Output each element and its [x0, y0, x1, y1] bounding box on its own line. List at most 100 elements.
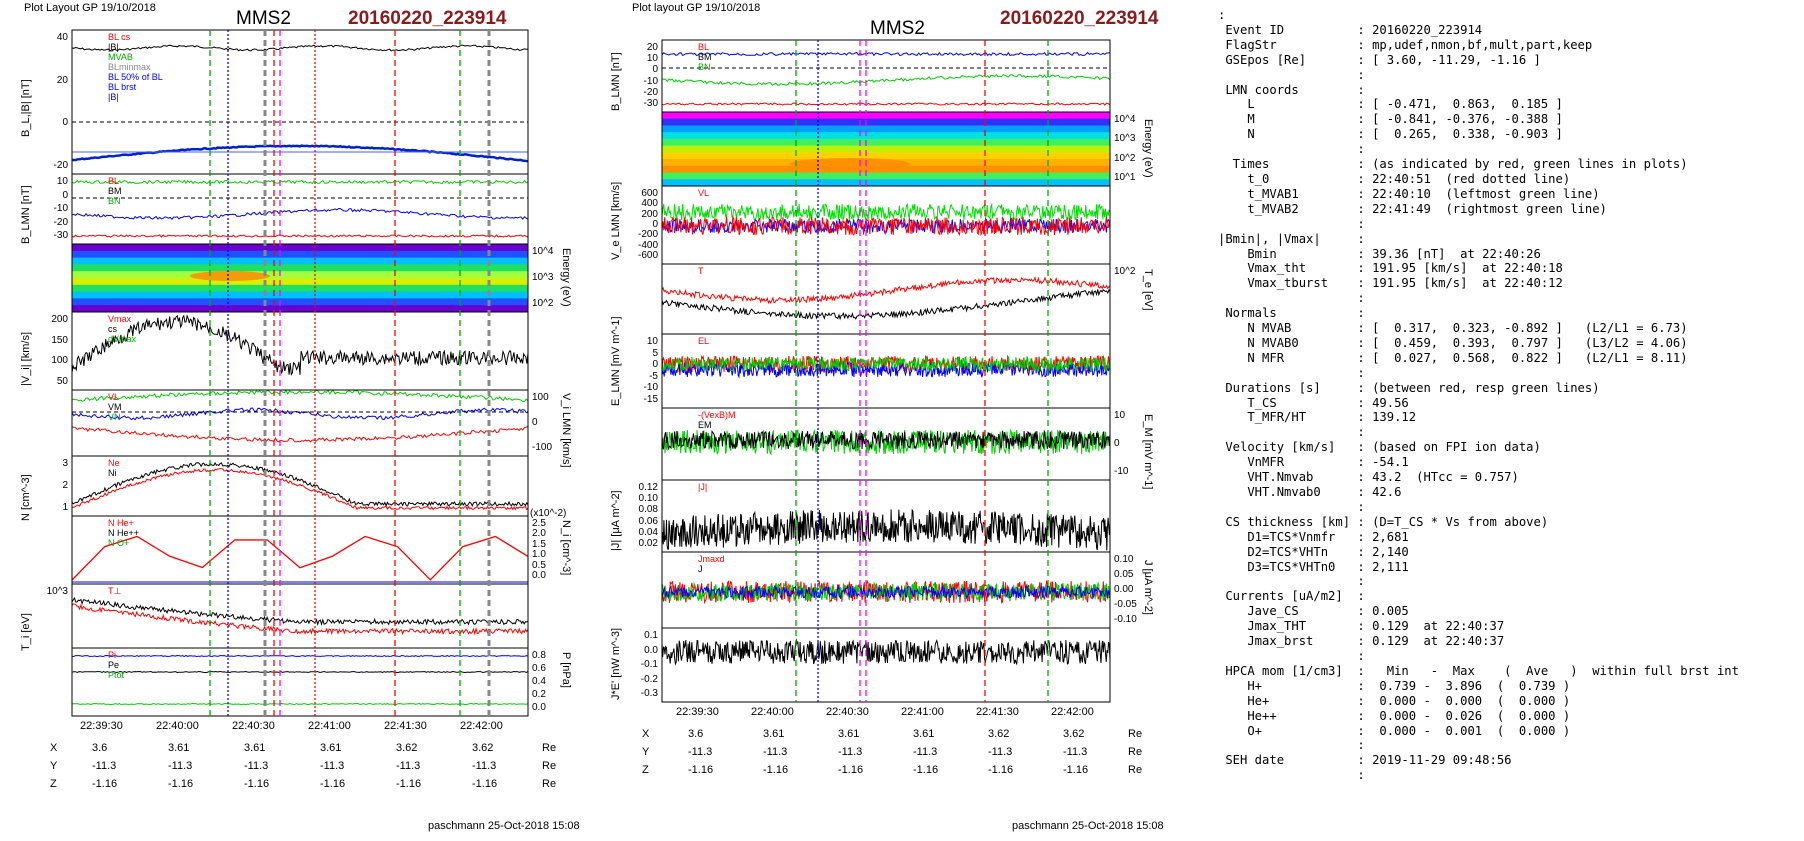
info-line: Durations [s] : (between red, resp green…	[1218, 380, 1600, 395]
left-ytick: 200	[51, 314, 68, 325]
left-header: Plot Layout GP 19/10/2018	[24, 2, 156, 14]
mid-eph-value: -1.16	[913, 764, 939, 776]
mid-rlabel: T_e [eV]	[1142, 269, 1154, 311]
mid-panel-2	[661, 185, 1111, 265]
info-line: He++ : 0.000 - 0.026 ( 0.000 )	[1218, 708, 1571, 723]
mid-rlabel: Energy (eV)	[1142, 119, 1154, 178]
left-panel-2	[71, 243, 529, 313]
left-rtick: 1.0	[532, 549, 546, 561]
info-line: :	[1218, 574, 1365, 589]
mid-legend-item: |J|	[698, 482, 708, 492]
mid-ylabel: E_LMN [mV m^-1]	[610, 316, 622, 406]
left-xtick: 22:41:30	[384, 720, 427, 732]
mid-ytick: -600	[637, 250, 658, 261]
left-legend-item: MVAB	[108, 52, 133, 62]
mid-ytick: 10	[646, 336, 658, 347]
info-line: Jave_CS : 0.005	[1218, 604, 1409, 619]
left-legend-item: N He++	[108, 528, 140, 538]
mid-ytick: 0.10	[638, 493, 658, 505]
left-legend-item: cs	[108, 324, 117, 334]
mid-trace-VexB	[661, 429, 1111, 451]
mid-eph-axis: Z	[642, 764, 649, 776]
left-ytick: 0	[62, 117, 68, 129]
mid-rtick: 10^4	[1114, 114, 1136, 125]
mid-ytick: -0.3	[640, 688, 658, 699]
mid-rtick: 10^2	[1114, 152, 1136, 164]
mid-ylabel: V_e LMN [km/s]	[610, 181, 622, 260]
mid-ytick: -30	[643, 98, 658, 109]
left-trace-Pi	[71, 654, 529, 658]
mid-ytick: 0	[652, 64, 658, 76]
mid-spec-band	[662, 165, 1110, 174]
left-trace-BM	[71, 207, 529, 220]
left-legend-item: dVmax	[108, 334, 137, 344]
info-line: Velocity [km/s] : (based on FPI ion data…	[1218, 440, 1541, 455]
left-trace-Ptot	[71, 702, 529, 706]
mid-footer: paschmann 25-Oct-2018 15:08	[1012, 820, 1164, 832]
left-eph-axis: Z	[50, 778, 57, 790]
info-line: :	[1218, 142, 1365, 157]
info-line: :	[1218, 768, 1365, 783]
mid-legend-item: Jmaxd	[698, 554, 725, 564]
left-rtick: 0.4	[532, 676, 546, 687]
mid-eph-value: 3.62	[1063, 728, 1085, 740]
mid-legend-item: EL	[698, 336, 710, 346]
info-line: :	[1218, 8, 1226, 22]
left-ytick: -20	[53, 160, 68, 171]
mid-spec-band	[662, 145, 1110, 153]
info-line: Event ID : 20160220_223914	[1218, 22, 1483, 37]
mid-trace-JN	[661, 584, 1111, 600]
left-legend-item: |B|	[108, 92, 119, 102]
mid-ytick: -400	[637, 239, 658, 251]
mid-event-id: 20160220_223914	[1000, 8, 1159, 29]
left-legend-item: Pe	[108, 660, 120, 670]
left-legend-item: BLminmax	[108, 62, 151, 72]
left-ytick: 2	[62, 480, 68, 491]
left-eph-value: 3.61	[168, 742, 190, 754]
left-spec-band	[72, 305, 528, 313]
mid-ytick: 0.12	[638, 482, 658, 493]
mid-spec-hotspot	[790, 158, 910, 170]
info-line: Vmax_tht : 191.95 [km/s] at 22:40:18	[1218, 261, 1563, 276]
info-line: :	[1218, 365, 1365, 380]
left-legend-item: Pi	[108, 650, 117, 660]
left-rtick: 0.2	[532, 689, 546, 700]
left-trace-VL	[71, 389, 529, 403]
info-line: D1=TCS*Vnmfr : 2,681	[1218, 529, 1409, 544]
left-rtick: 100	[532, 392, 549, 403]
left-trace-BL	[71, 144, 529, 163]
left-trace-He++	[71, 535, 529, 581]
left-footer: paschmann 25-Oct-2018 15:08	[428, 820, 580, 832]
left-ytick: 40	[56, 32, 68, 43]
mid-spec-band	[662, 118, 1110, 126]
mid-ytick: -20	[643, 86, 658, 98]
mid-rtick: 10^3	[1114, 133, 1136, 145]
info-line: LMN coords :	[1218, 82, 1365, 97]
info-line: T_MFR/HT : 139.12	[1218, 410, 1417, 425]
left-ytick: 150	[51, 334, 68, 346]
mid-eph-value: 3.61	[838, 728, 860, 740]
mid-eph-value: -11.3	[838, 746, 863, 758]
mid-rtick: -0.05	[1114, 599, 1137, 610]
left-legend-item: |B|	[108, 42, 119, 52]
left-xtick: 22:41:00	[308, 720, 351, 732]
mid-trace-JL	[661, 579, 1111, 605]
mid-ytick: 200	[641, 208, 658, 220]
left-trace-BL	[71, 179, 529, 185]
mid-rtick: 0.05	[1114, 569, 1134, 580]
left-legend-item: VM	[108, 402, 122, 412]
left-spec-band	[72, 298, 528, 306]
left-eph-value: 3.61	[320, 742, 342, 754]
left-ytick: 50	[56, 376, 68, 387]
left-trace-Ni	[71, 461, 529, 508]
left-spec-band	[72, 278, 528, 286]
mid-trace-BM	[661, 74, 1111, 86]
left-rtick: 2.0	[532, 528, 546, 540]
info-line: Bmin : 39.36 [nT] at 22:40:26	[1218, 246, 1541, 261]
mid-eph-unit: Re	[1128, 764, 1143, 776]
left-legend-item: BM	[108, 186, 122, 196]
event-info-block: : Event ID : 20160220_223914 FlagStr : m…	[1218, 8, 1739, 783]
left-eph-value: -1.16	[472, 778, 498, 790]
mid-ytick: 0.06	[638, 515, 658, 527]
